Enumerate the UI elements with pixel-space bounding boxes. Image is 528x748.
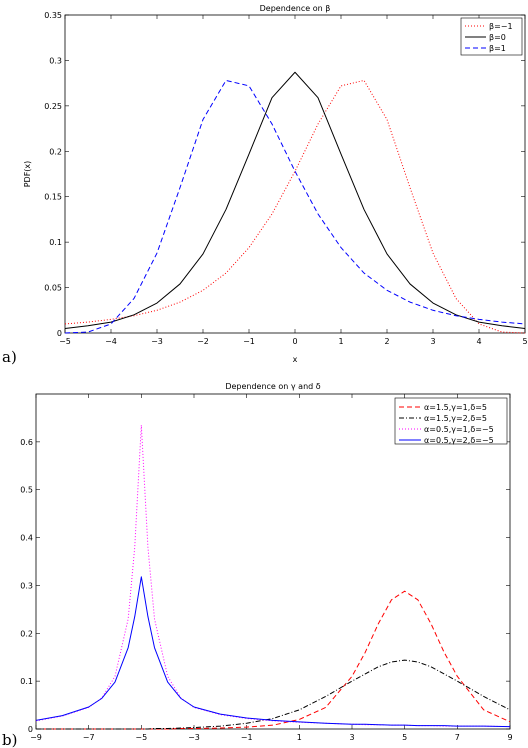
panel-a-x-tick-label: 0 [292,337,297,346]
panel-b-plot-area [35,393,511,730]
panel-a-ylabel: PDF(x) [23,161,32,188]
panel-a-x-tick-label: −2 [197,337,209,346]
panel-a-x-tick-label: −5 [59,337,71,346]
panel-a-x-tick-label: 1 [338,337,343,346]
legend-a-label-0: β=−1 [489,22,513,31]
panel-a-series [64,71,526,334]
legend-b-label-2: α=0.5,γ=1,δ=−5 [424,425,494,434]
panel-b-x-tick-label: −7 [83,733,95,742]
panel-b-x-tick-label: 3 [349,733,354,742]
panel-b-x-tick-label: 5 [402,733,407,742]
panel-a-x-tick-label: −4 [105,337,117,346]
panel-a-plot-area [64,14,526,334]
panel-b-x-tick-label: 7 [455,733,460,742]
panel-a-series-line-0 [64,79,526,334]
panel-a-y-axis: 0 0.05 0.1 0.15 0.2 0.25 0.3 0.35 [44,11,525,338]
panel-b-x-tick-label: −9 [30,733,42,742]
panel-a-y-tick-label: 0 [57,329,62,338]
panel-a-legend: β=−1 β=0 β=1 [460,17,523,56]
panel-a-y-tick-label: 0.35 [44,11,62,20]
legend-a-label-1: β=0 [489,33,506,42]
panel-b-series-line-0 [36,590,511,730]
panel-b-x-tick-label: −3 [188,733,200,742]
panel-a-y-tick-label: 0.05 [44,284,62,293]
panel-b-series-line-1 [36,659,511,730]
panel-a-x-tick-label: 4 [476,337,481,346]
panel-b-title: Dependence on γ and δ [225,382,320,391]
panel-b-y-tick-label: 0.6 [20,438,33,447]
panel-a-x-tick-label: 3 [430,337,435,346]
panel-a-y-tick-label: 0.15 [44,193,62,202]
panel-a-series-line-1 [64,71,526,329]
panel-b-y-tick-label: 0.5 [20,486,33,495]
panel-b-legend: α=1.5,γ=1,δ=5 α=1.5,γ=2,δ=5 α=0.5,γ=1,δ=… [394,397,508,445]
panel-a-x-tick-label: 2 [384,337,389,346]
panel-b-series [35,424,511,730]
panel-b-y-tick-label: 0.1 [20,677,33,686]
legend-b-label-3: α=0.5,γ=2,δ=−5 [424,436,494,445]
panel-a-label: a) [2,348,17,366]
panel-a-x-tick-label: −3 [151,337,163,346]
panel-a-x-tick-label: −1 [243,337,255,346]
panel-b-y-tick-label: 0.3 [20,581,33,590]
panel-a-legend-box [460,17,523,56]
panel-a: Dependence on β PDF(x) x a) −5 −4 −3 −2 −1 0 1… [2,4,528,366]
panel-a-xlabel: x [293,355,298,364]
panel-a-y-tick-label: 0.1 [49,238,62,247]
panel-b-series-line-3 [35,576,511,728]
panel-b-y-tick-label: 0.2 [20,629,33,638]
panel-b-x-tick-label: −5 [135,733,147,742]
panel-b-legend-box [394,397,508,445]
panel-a-y-tick-label: 0.2 [49,147,62,156]
panel-b-x-tick-label: −1 [241,733,253,742]
panel-b: Dependence on γ and δ b) −9 −7 −5 −3 −1 1 3 5 7 9… [2,382,513,748]
panel-b-y-tick-label: 0.4 [20,534,33,543]
panel-b-x-tick-label: 1 [297,733,302,742]
panel-a-y-tick-label: 0.3 [49,56,62,65]
panel-b-y-tick-label: 0 [28,725,33,734]
panel-b-label: b) [2,731,17,748]
panel-b-y-axis: 0 0.1 0.2 0.3 0.4 0.5 0.6 [20,438,510,734]
panel-a-x-tick-label: 5 [522,337,527,346]
panel-a-title: Dependence on β [260,4,331,13]
panel-b-x-tick-label: 9 [507,733,512,742]
legend-a-label-2: β=1 [489,44,506,53]
legend-b-label-0: α=1.5,γ=1,δ=5 [424,403,487,412]
panel-a-series-line-2 [64,79,526,334]
panel-a-y-tick-label: 0.25 [44,102,62,111]
legend-b-label-1: α=1.5,γ=2,δ=5 [424,414,487,423]
